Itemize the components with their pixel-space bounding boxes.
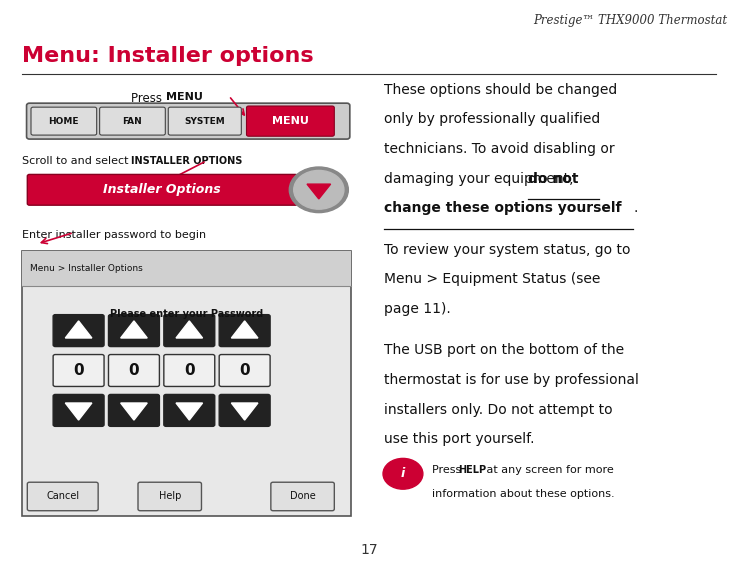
Text: The USB port on the bottom of the: The USB port on the bottom of the [384, 344, 624, 357]
Polygon shape [232, 321, 258, 338]
Text: These options should be changed: These options should be changed [384, 83, 617, 97]
Polygon shape [307, 184, 331, 199]
Text: thermostat is for use by professional: thermostat is for use by professional [384, 373, 638, 387]
FancyBboxPatch shape [138, 482, 201, 511]
Text: Menu > Installer Options: Menu > Installer Options [30, 264, 142, 273]
Text: .: . [633, 201, 638, 215]
Text: Help: Help [159, 491, 181, 502]
FancyBboxPatch shape [164, 355, 215, 386]
Text: information about these options.: information about these options. [432, 489, 614, 499]
Text: Press: Press [131, 92, 166, 105]
Polygon shape [66, 403, 92, 420]
Polygon shape [176, 321, 202, 338]
Text: FAN: FAN [123, 117, 142, 125]
Text: use this port yourself.: use this port yourself. [384, 433, 534, 446]
Text: MENU: MENU [272, 116, 308, 126]
Text: To review your system status, go to: To review your system status, go to [384, 243, 630, 256]
FancyBboxPatch shape [108, 355, 159, 386]
Text: Press: Press [432, 465, 464, 475]
Polygon shape [121, 321, 147, 338]
Text: Installer Options: Installer Options [103, 184, 221, 196]
FancyBboxPatch shape [108, 394, 159, 426]
Circle shape [289, 167, 348, 213]
Text: INSTALLER OPTIONS: INSTALLER OPTIONS [131, 156, 243, 166]
Text: 17: 17 [360, 543, 378, 557]
FancyBboxPatch shape [53, 394, 104, 426]
FancyBboxPatch shape [164, 315, 215, 347]
Text: HELP: HELP [458, 465, 486, 475]
FancyBboxPatch shape [246, 106, 334, 136]
Text: 0: 0 [128, 363, 139, 378]
Text: Done: Done [290, 491, 315, 502]
Text: MENU: MENU [166, 92, 203, 103]
Text: 0: 0 [73, 363, 84, 378]
FancyBboxPatch shape [100, 107, 165, 135]
FancyBboxPatch shape [53, 315, 104, 347]
Text: at any screen for more: at any screen for more [483, 465, 614, 475]
Text: Menu: Installer options: Menu: Installer options [22, 46, 314, 66]
FancyBboxPatch shape [168, 107, 241, 135]
Text: Cancel: Cancel [46, 491, 79, 502]
FancyBboxPatch shape [27, 103, 350, 139]
Text: SYSTEM: SYSTEM [184, 117, 225, 125]
FancyBboxPatch shape [22, 251, 351, 516]
Text: page 11).: page 11). [384, 302, 450, 316]
FancyBboxPatch shape [27, 174, 297, 205]
Text: Enter installer password to begin: Enter installer password to begin [22, 230, 206, 241]
Text: Scroll to and select: Scroll to and select [22, 156, 132, 166]
Text: 0: 0 [239, 363, 250, 378]
FancyBboxPatch shape [27, 482, 98, 511]
Text: Please enter your Password: Please enter your Password [110, 309, 263, 319]
Circle shape [294, 170, 344, 209]
Text: 0: 0 [184, 363, 195, 378]
Text: change these options yourself: change these options yourself [384, 201, 621, 215]
Text: Menu > Equipment Status (see: Menu > Equipment Status (see [384, 272, 600, 286]
Polygon shape [66, 321, 92, 338]
Text: i: i [401, 467, 405, 481]
FancyBboxPatch shape [219, 394, 270, 426]
FancyBboxPatch shape [108, 315, 159, 347]
FancyBboxPatch shape [219, 315, 270, 347]
FancyBboxPatch shape [164, 394, 215, 426]
Text: installers only. Do not attempt to: installers only. Do not attempt to [384, 403, 613, 417]
Text: damaging your equipment,: damaging your equipment, [384, 172, 578, 186]
Polygon shape [232, 403, 258, 420]
Text: HOME: HOME [49, 117, 79, 125]
Polygon shape [176, 403, 202, 420]
FancyBboxPatch shape [22, 251, 351, 286]
FancyBboxPatch shape [53, 355, 104, 386]
Circle shape [383, 458, 423, 489]
Text: Prestige™ THX9000 Thermostat: Prestige™ THX9000 Thermostat [533, 14, 727, 27]
FancyBboxPatch shape [31, 107, 97, 135]
FancyBboxPatch shape [271, 482, 334, 511]
Text: do not: do not [528, 172, 579, 186]
Text: only by professionally qualified: only by professionally qualified [384, 112, 600, 127]
Text: technicians. To avoid disabling or: technicians. To avoid disabling or [384, 142, 614, 156]
Polygon shape [121, 403, 147, 420]
FancyBboxPatch shape [219, 355, 270, 386]
